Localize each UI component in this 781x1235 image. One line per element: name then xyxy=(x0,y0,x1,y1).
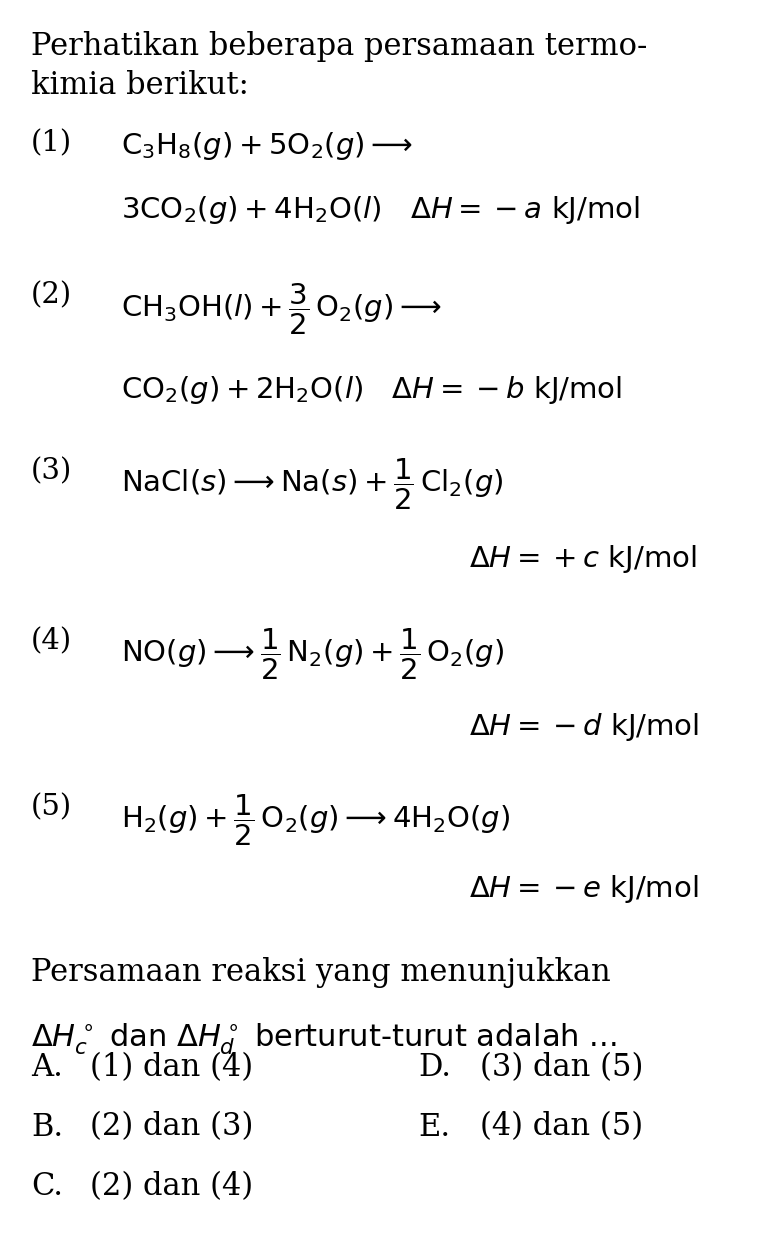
Text: $\Delta H = -e\ \mathrm{kJ/mol}$: $\Delta H = -e\ \mathrm{kJ/mol}$ xyxy=(469,873,698,905)
Text: (3) dan (5): (3) dan (5) xyxy=(480,1052,644,1083)
Text: Perhatikan beberapa persamaan termo-: Perhatikan beberapa persamaan termo- xyxy=(31,31,647,62)
Text: $\Delta H = +c\ \mathrm{kJ/mol}$: $\Delta H = +c\ \mathrm{kJ/mol}$ xyxy=(469,543,696,576)
Text: $3\mathrm{CO_2}(g) + 4\mathrm{H_2O}(l)\quad \Delta H = -a\ \mathrm{kJ/mol}$: $3\mathrm{CO_2}(g) + 4\mathrm{H_2O}(l)\q… xyxy=(121,194,640,226)
Text: $\Delta H = -d\ \mathrm{kJ/mol}$: $\Delta H = -d\ \mathrm{kJ/mol}$ xyxy=(469,711,699,743)
Text: (5): (5) xyxy=(31,793,73,821)
Text: A.: A. xyxy=(31,1052,63,1083)
Text: (4): (4) xyxy=(31,627,73,656)
Text: $\mathrm{CO_2}(g) + 2\mathrm{H_2O}(l)\quad \Delta H = -b\ \mathrm{kJ/mol}$: $\mathrm{CO_2}(g) + 2\mathrm{H_2O}(l)\qu… xyxy=(121,374,622,406)
Text: (4) dan (5): (4) dan (5) xyxy=(480,1112,644,1142)
Text: (2): (2) xyxy=(31,282,73,310)
Text: $\mathrm{NaCl}(s) \longrightarrow \mathrm{Na}(s) + \dfrac{1}{2}\,\mathrm{Cl_2}(g: $\mathrm{NaCl}(s) \longrightarrow \mathr… xyxy=(121,457,504,513)
Text: (2) dan (3): (2) dan (3) xyxy=(90,1112,253,1142)
Text: B.: B. xyxy=(31,1112,63,1142)
Text: (1): (1) xyxy=(31,130,73,158)
Text: D.: D. xyxy=(418,1052,451,1083)
Text: $\mathrm{H_2}(g) + \dfrac{1}{2}\,\mathrm{O_2}(g) \longrightarrow 4\mathrm{H_2O}(: $\mathrm{H_2}(g) + \dfrac{1}{2}\,\mathrm… xyxy=(121,793,510,848)
Text: $\mathrm{CH_3OH}(l) + \dfrac{3}{2}\,\mathrm{O_2}(g) \longrightarrow$: $\mathrm{CH_3OH}(l) + \dfrac{3}{2}\,\mat… xyxy=(121,282,442,337)
Text: (1) dan (4): (1) dan (4) xyxy=(90,1052,253,1083)
Text: (2) dan (4): (2) dan (4) xyxy=(90,1171,253,1202)
Text: (3): (3) xyxy=(31,457,73,485)
Text: E.: E. xyxy=(418,1112,450,1142)
Text: kimia berikut:: kimia berikut: xyxy=(31,70,249,101)
Text: $\Delta H_c^\circ$ dan $\Delta H_d^\circ$ berturut-turut adalah ...: $\Delta H_c^\circ$ dan $\Delta H_d^\circ… xyxy=(31,1021,617,1057)
Text: C.: C. xyxy=(31,1171,63,1202)
Text: Persamaan reaksi yang menunjukkan: Persamaan reaksi yang menunjukkan xyxy=(31,957,611,988)
Text: $\mathrm{NO}(g) \longrightarrow \dfrac{1}{2}\,\mathrm{N_2}(g) + \dfrac{1}{2}\,\m: $\mathrm{NO}(g) \longrightarrow \dfrac{1… xyxy=(121,627,505,683)
Text: $\mathrm{C_3H_8}(g) + 5\mathrm{O_2}(g) \longrightarrow$: $\mathrm{C_3H_8}(g) + 5\mathrm{O_2}(g) \… xyxy=(121,130,413,162)
